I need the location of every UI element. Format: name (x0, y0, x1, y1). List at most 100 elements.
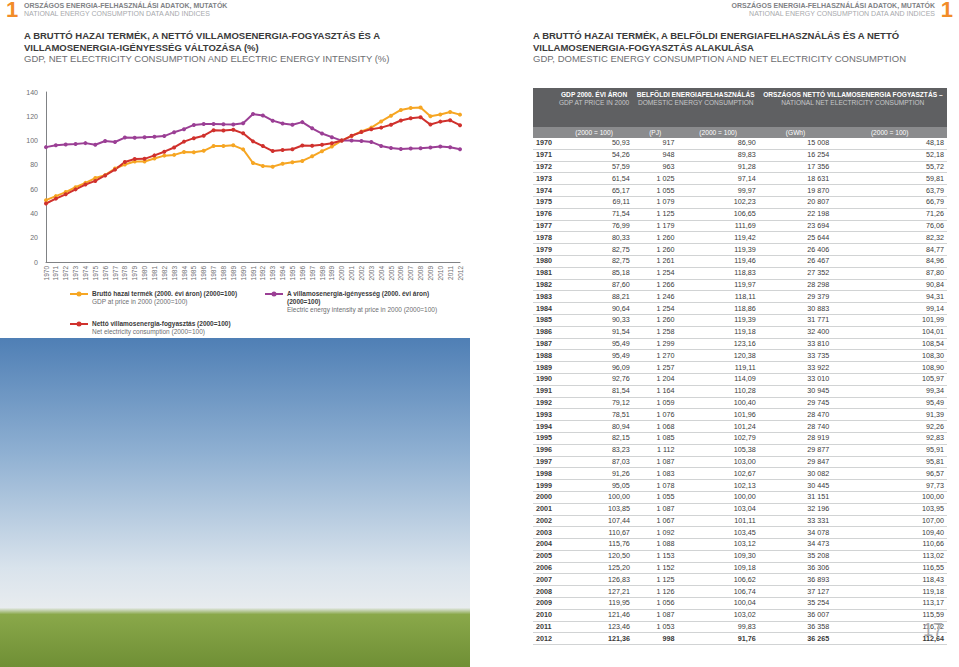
svg-text:20: 20 (30, 234, 38, 241)
svg-text:1986: 1986 (200, 266, 207, 281)
svg-text:1985: 1985 (190, 266, 197, 281)
svg-text:2003: 2003 (368, 266, 375, 281)
svg-text:2008: 2008 (417, 266, 424, 281)
html-text:61,54: 61,54 (611, 173, 630, 183)
html-text:1 025: 1 025 (656, 173, 675, 183)
html-text:GDP, NET ELECTRICITY CONSUMPTI: GDP, NET ELECTRICITY CONSUMPTION AND ELE… (24, 53, 390, 64)
html-text:89,83: 89,83 (737, 150, 756, 160)
html-text:1 055: 1 055 (656, 185, 675, 195)
svg-text:2001: 2001 (348, 266, 355, 281)
html-text:17: 17 (923, 620, 943, 640)
html-text:20 807: 20 807 (807, 197, 830, 207)
svg-text:1971: 1971 (52, 266, 59, 281)
svg-text:100: 100 (26, 137, 38, 144)
html-text:69,11: 69,11 (612, 197, 630, 207)
svg-text:2010: 2010 (437, 266, 444, 281)
html-text:66,79: 66,79 (926, 197, 944, 207)
svg-text:1981: 1981 (151, 266, 158, 281)
html-text:A villamosenergia-igényesség (: A villamosenergia-igényesség (2000. évi … (287, 290, 430, 305)
svg-text:1976: 1976 (102, 266, 109, 281)
html-text:1970: 1970 (536, 138, 552, 148)
svg-text:0: 0 (34, 259, 38, 266)
html-text:1 079: 1 079 (656, 197, 675, 207)
html-text:50,93: 50,93 (611, 138, 630, 148)
svg-text:1995: 1995 (289, 266, 296, 281)
svg-text:1994: 1994 (279, 266, 286, 281)
svg-text:2000: 2000 (338, 266, 345, 281)
html-text:15 008: 15 008 (807, 138, 830, 148)
html-text:948: 948 (662, 150, 675, 160)
html-text:1976: 1976 (536, 209, 552, 219)
html-text:59,81: 59,81 (926, 173, 944, 183)
html-text:1971: 1971 (536, 150, 552, 160)
svg-text:2011: 2011 (447, 266, 454, 280)
svg-text:1979: 1979 (131, 266, 138, 281)
html-text:71,26: 71,26 (926, 209, 944, 219)
html-text:82,32: 82,32 (926, 232, 944, 242)
html-text:GDP, DOMESTIC ENERGY CONSUMPTI: GDP, DOMESTIC ENERGY CONSUMPTION AND NET… (533, 53, 906, 64)
svg-text:2006: 2006 (397, 266, 404, 281)
html-text:917: 917 (662, 138, 675, 148)
svg-text:1977: 1977 (112, 266, 119, 281)
svg-text:80: 80 (30, 161, 38, 168)
svg-text:1999: 1999 (328, 266, 335, 281)
svg-text:1972: 1972 (62, 266, 69, 281)
svg-text:1996: 1996 (299, 266, 306, 281)
html-text:1 260: 1 260 (656, 232, 675, 242)
svg-text:1978: 1978 (121, 266, 128, 281)
html-text:18 631: 18 631 (807, 173, 830, 183)
html-text:1 125: 1 125 (656, 209, 675, 219)
svg-text:2002: 2002 (358, 266, 365, 281)
svg-text:2009: 2009 (427, 266, 434, 281)
html-text:80,33: 80,33 (611, 232, 630, 242)
svg-text:60: 60 (30, 186, 38, 193)
html-text:52,18: 52,18 (926, 150, 944, 160)
html-text:48,18: 48,18 (926, 138, 944, 148)
svg-text:2012: 2012 (457, 266, 464, 281)
svg-text:1970: 1970 (43, 266, 50, 281)
html-text:19 870: 19 870 (807, 185, 830, 195)
html-text:63,79: 63,79 (926, 185, 944, 195)
svg-text:1987: 1987 (210, 266, 217, 281)
svg-text:2007: 2007 (407, 266, 414, 281)
html-text:16 254: 16 254 (807, 150, 830, 160)
html-text:1973: 1973 (536, 173, 552, 183)
html-text:A BRUTTÓ HAZAI TERMÉK, A NETTÓ: A BRUTTÓ HAZAI TERMÉK, A NETTÓ VILLAMOSE… (24, 30, 380, 53)
svg-text:1998: 1998 (319, 266, 326, 281)
html-text:1979: 1979 (536, 244, 552, 254)
svg-text:120: 120 (26, 113, 38, 120)
svg-text:2004: 2004 (378, 266, 385, 281)
html-text:65,17: 65,17 (611, 185, 630, 195)
html-text:1975: 1975 (536, 197, 552, 207)
html-text:99,97: 99,97 (737, 185, 756, 195)
svg-text:1982: 1982 (161, 266, 168, 281)
html-text:71,54: 71,54 (611, 209, 630, 219)
svg-text:1980: 1980 (141, 266, 148, 281)
svg-text:1991: 1991 (250, 266, 257, 281)
svg-text:1988: 1988 (220, 266, 227, 281)
html-text:22 198: 22 198 (807, 209, 830, 219)
html-text:1978: 1978 (536, 232, 552, 242)
svg-text:1992: 1992 (259, 266, 266, 281)
svg-text:1993: 1993 (269, 266, 276, 281)
svg-text:1973: 1973 (72, 266, 79, 281)
svg-text:40: 40 (30, 210, 38, 217)
svg-text:140: 140 (26, 89, 38, 96)
svg-text:1983: 1983 (171, 266, 178, 281)
svg-text:1974: 1974 (82, 266, 89, 281)
html-text:54,26: 54,26 (611, 150, 630, 160)
svg-text:1989: 1989 (230, 266, 237, 281)
svg-text:1990: 1990 (240, 266, 247, 281)
svg-text:1975: 1975 (92, 266, 99, 281)
html-text:97,14: 97,14 (737, 173, 756, 183)
html-text:119,42: 119,42 (734, 232, 756, 242)
html-text:102,23: 102,23 (733, 197, 756, 207)
html-text:106,65: 106,65 (733, 209, 756, 219)
html-text:A BRUTTÓ HAZAI TERMÉK, A BELFÖ: A BRUTTÓ HAZAI TERMÉK, A BELFÖLDI ENERGI… (533, 30, 900, 53)
html-text:1974: 1974 (536, 185, 552, 195)
html-text:25 644: 25 644 (807, 232, 830, 242)
svg-text:1984: 1984 (181, 266, 188, 281)
svg-text:1997: 1997 (309, 266, 316, 281)
html-text:86,90: 86,90 (737, 138, 756, 148)
svg-text:2005: 2005 (388, 266, 395, 281)
